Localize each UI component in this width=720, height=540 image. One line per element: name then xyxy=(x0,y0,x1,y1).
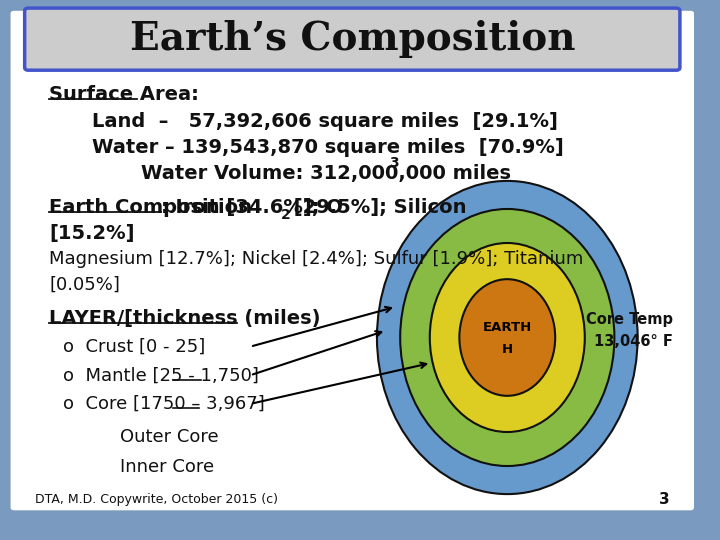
Ellipse shape xyxy=(430,243,585,432)
Text: o  Crust [0 - 25]: o Crust [0 - 25] xyxy=(63,338,206,356)
Text: DTA, M.D. Copywrite, October 2015 (c): DTA, M.D. Copywrite, October 2015 (c) xyxy=(35,493,278,506)
Text: Water – 139,543,870 square miles  [70.9%]: Water – 139,543,870 square miles [70.9%] xyxy=(91,138,563,157)
Text: : Iron [34.6%]; O: : Iron [34.6%]; O xyxy=(161,198,343,218)
Ellipse shape xyxy=(459,279,555,396)
Text: Outer Core: Outer Core xyxy=(120,428,218,447)
Text: Magnesium [12.7%]; Nickel [2.4%]; Sulfur [1.9%]; Titanium: Magnesium [12.7%]; Nickel [2.4%]; Sulfur… xyxy=(49,250,584,268)
Text: Surface Area:: Surface Area: xyxy=(49,85,199,104)
Text: EARTH: EARTH xyxy=(482,321,532,334)
Text: 3: 3 xyxy=(659,492,670,507)
Text: [29.5%]; Silicon: [29.5%]; Silicon xyxy=(287,198,467,218)
Text: [0.05%]: [0.05%] xyxy=(49,275,120,294)
Text: Water Volume: 312,000,000 miles: Water Volume: 312,000,000 miles xyxy=(141,164,511,183)
Text: 13,046° F: 13,046° F xyxy=(594,334,673,349)
Text: Earth’s Composition: Earth’s Composition xyxy=(130,20,575,58)
Text: Core Temp: Core Temp xyxy=(586,312,673,327)
Text: 2: 2 xyxy=(280,208,290,222)
Text: 3: 3 xyxy=(389,156,399,170)
Text: Inner Core: Inner Core xyxy=(120,458,214,476)
Text: o  Mantle [25 - 1,750]: o Mantle [25 - 1,750] xyxy=(63,366,259,384)
Text: o  Core [1750 – 3,967]: o Core [1750 – 3,967] xyxy=(63,395,265,413)
Text: Earth Composition: Earth Composition xyxy=(49,198,252,218)
Text: H: H xyxy=(502,343,513,356)
Text: LAYER/[thickness (miles): LAYER/[thickness (miles) xyxy=(49,309,321,328)
Text: Land  –   57,392,606 square miles  [29.1%]: Land – 57,392,606 square miles [29.1%] xyxy=(91,112,557,131)
Text: [15.2%]: [15.2%] xyxy=(49,224,135,243)
FancyBboxPatch shape xyxy=(24,8,680,70)
Ellipse shape xyxy=(400,209,614,466)
Ellipse shape xyxy=(377,181,638,494)
FancyBboxPatch shape xyxy=(11,11,694,510)
